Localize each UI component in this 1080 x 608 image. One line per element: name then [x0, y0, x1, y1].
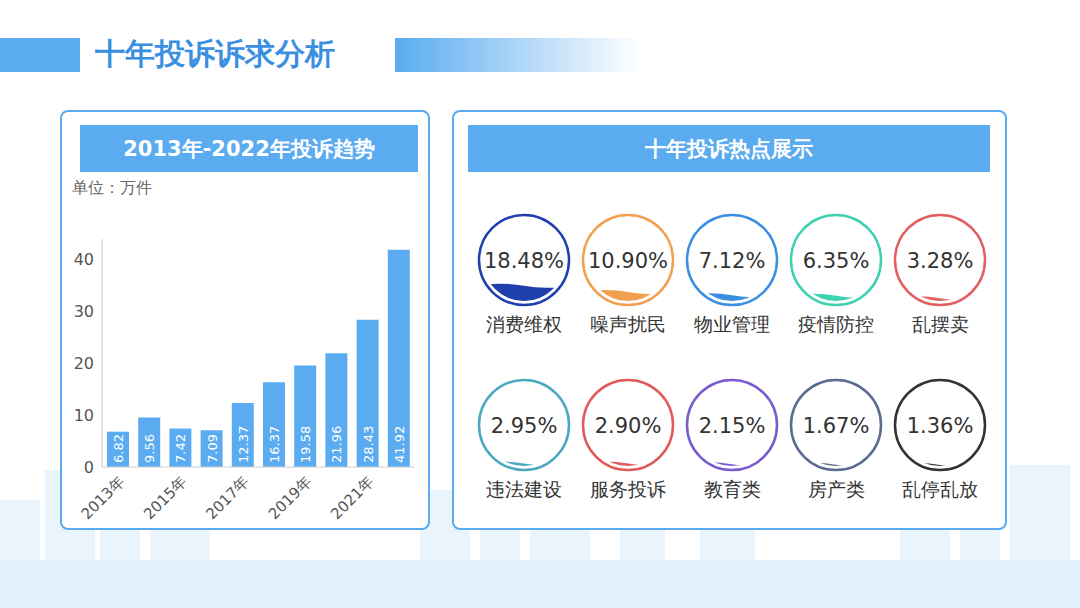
- svg-text:服务投诉: 服务投诉: [590, 478, 666, 500]
- svg-text:7.09: 7.09: [205, 434, 220, 463]
- svg-text:1.67%: 1.67%: [803, 414, 870, 438]
- svg-text:7.42: 7.42: [173, 434, 188, 463]
- svg-text:18.48%: 18.48%: [484, 249, 564, 273]
- svg-text:0: 0: [84, 458, 94, 477]
- svg-text:2013年: 2013年: [78, 473, 128, 523]
- svg-text:教育类: 教育类: [704, 478, 761, 500]
- svg-text:30: 30: [74, 302, 94, 321]
- svg-text:12.37: 12.37: [236, 426, 251, 463]
- html-text:十年投诉诉求分析: 十年投诉诉求分析: [95, 36, 335, 71]
- html-text:2013年-2022年投诉趋势: 2013年-2022年投诉趋势: [123, 136, 375, 161]
- svg-text:7.12%: 7.12%: [699, 249, 766, 273]
- svg-text:10: 10: [74, 406, 94, 425]
- svg-text:违法建设: 违法建设: [486, 478, 562, 500]
- svg-text:20: 20: [74, 354, 94, 373]
- svg-text:16.37: 16.37: [267, 426, 282, 463]
- svg-text:9.56: 9.56: [142, 434, 157, 463]
- html-text:十年投诉热点展示: 十年投诉热点展示: [645, 136, 813, 161]
- svg-text:2.90%: 2.90%: [595, 414, 662, 438]
- svg-text:2021年: 2021年: [327, 473, 377, 523]
- svg-text:2015年: 2015年: [140, 473, 190, 523]
- svg-text:乱停乱放: 乱停乱放: [902, 478, 978, 500]
- html-text:单位：万件: 单位：万件: [72, 178, 152, 197]
- svg-text:19.58: 19.58: [298, 426, 313, 463]
- svg-text:2.15%: 2.15%: [699, 414, 766, 438]
- svg-text:消费维权: 消费维权: [486, 313, 562, 335]
- svg-text:2019年: 2019年: [265, 473, 315, 523]
- svg-text:疫情防控: 疫情防控: [798, 313, 874, 335]
- svg-text:2.95%: 2.95%: [491, 414, 558, 438]
- svg-text:3.28%: 3.28%: [907, 249, 974, 273]
- svg-text:乱摆卖: 乱摆卖: [912, 313, 969, 335]
- svg-text:10.90%: 10.90%: [588, 249, 668, 273]
- svg-text:1.36%: 1.36%: [907, 414, 974, 438]
- svg-text:40: 40: [74, 250, 94, 269]
- svg-text:房产类: 房产类: [808, 478, 865, 500]
- svg-text:物业管理: 物业管理: [694, 313, 770, 335]
- svg-text:6.82: 6.82: [111, 434, 126, 463]
- svg-text:41.92: 41.92: [392, 426, 407, 463]
- svg-text:2017年: 2017年: [202, 473, 252, 523]
- svg-text:21.96: 21.96: [329, 426, 344, 463]
- svg-text:噪声扰民: 噪声扰民: [590, 313, 666, 335]
- svg-text:6.35%: 6.35%: [803, 249, 870, 273]
- svg-text:28.43: 28.43: [361, 426, 376, 463]
